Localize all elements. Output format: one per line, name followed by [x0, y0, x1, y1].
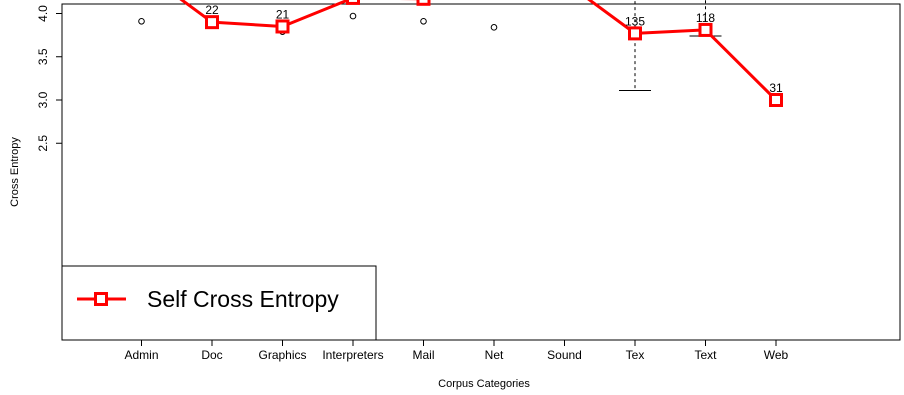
- x-tick-label-doc: Doc: [201, 348, 222, 362]
- series-marker: [769, 93, 783, 107]
- y-tick-label: 2.5: [36, 135, 50, 152]
- y-axis-title: Cross Entropy: [9, 137, 21, 207]
- y-tick-label: 3.5: [36, 48, 50, 65]
- x-tick-label-mail: Mail: [412, 348, 434, 362]
- legend-box: [61, 265, 377, 341]
- series-marker: [628, 26, 642, 41]
- series-marker: [346, 0, 360, 5]
- series-line: [179, 0, 778, 102]
- x-tick-label-interpreters: Interpreters: [322, 348, 383, 362]
- x-tick-label-graphics: Graphics: [258, 348, 306, 362]
- boxplot-interpreters: [349, 12, 357, 20]
- outlier-point: [490, 24, 498, 31]
- y-tick-label: 3.0: [36, 91, 50, 108]
- data-label: 22: [205, 3, 219, 17]
- legend-label: Self Cross Entropy: [147, 286, 339, 312]
- series-marker: [275, 19, 290, 34]
- x-tick-label-tex: Tex: [626, 348, 645, 362]
- x-tick-label-admin: Admin: [124, 348, 158, 362]
- x-tick-label-net: Net: [485, 348, 504, 362]
- x-tick-label-text: Text: [694, 348, 717, 362]
- y-axis: 2.53.03.54.04.55.05.56.0: [36, 5, 62, 152]
- x-axis: Admin Doc Graphics Interpreters Mail Net Sound…: [124, 340, 789, 362]
- data-label: 118: [696, 11, 715, 25]
- legend: Self Cross Entropy: [61, 265, 377, 341]
- y-tick-label: 4.0: [36, 5, 50, 22]
- data-label: 31: [769, 81, 783, 95]
- x-tick-label-sound: Sound: [547, 348, 582, 362]
- series-marker: [205, 15, 219, 30]
- x-tick-label-web: Web: [764, 348, 789, 362]
- outlier-point: [349, 12, 357, 20]
- data-label: 135: [625, 14, 645, 28]
- self-cross-entropy-series: 11622212315862613511831: [179, 0, 783, 107]
- series-marker: [416, 0, 431, 6]
- legend-square-marker: [94, 292, 108, 306]
- boxplot-admin: [138, 17, 145, 25]
- boxplot-net: [490, 24, 498, 31]
- boxplot-mail: [420, 17, 427, 25]
- data-label: 21: [276, 7, 290, 21]
- series-marker: [698, 22, 713, 37]
- plot-frame: [61, 3, 901, 341]
- outlier-point: [138, 17, 145, 25]
- outlier-point: [420, 17, 427, 25]
- x-axis-title: Corpus Categories: [438, 378, 530, 390]
